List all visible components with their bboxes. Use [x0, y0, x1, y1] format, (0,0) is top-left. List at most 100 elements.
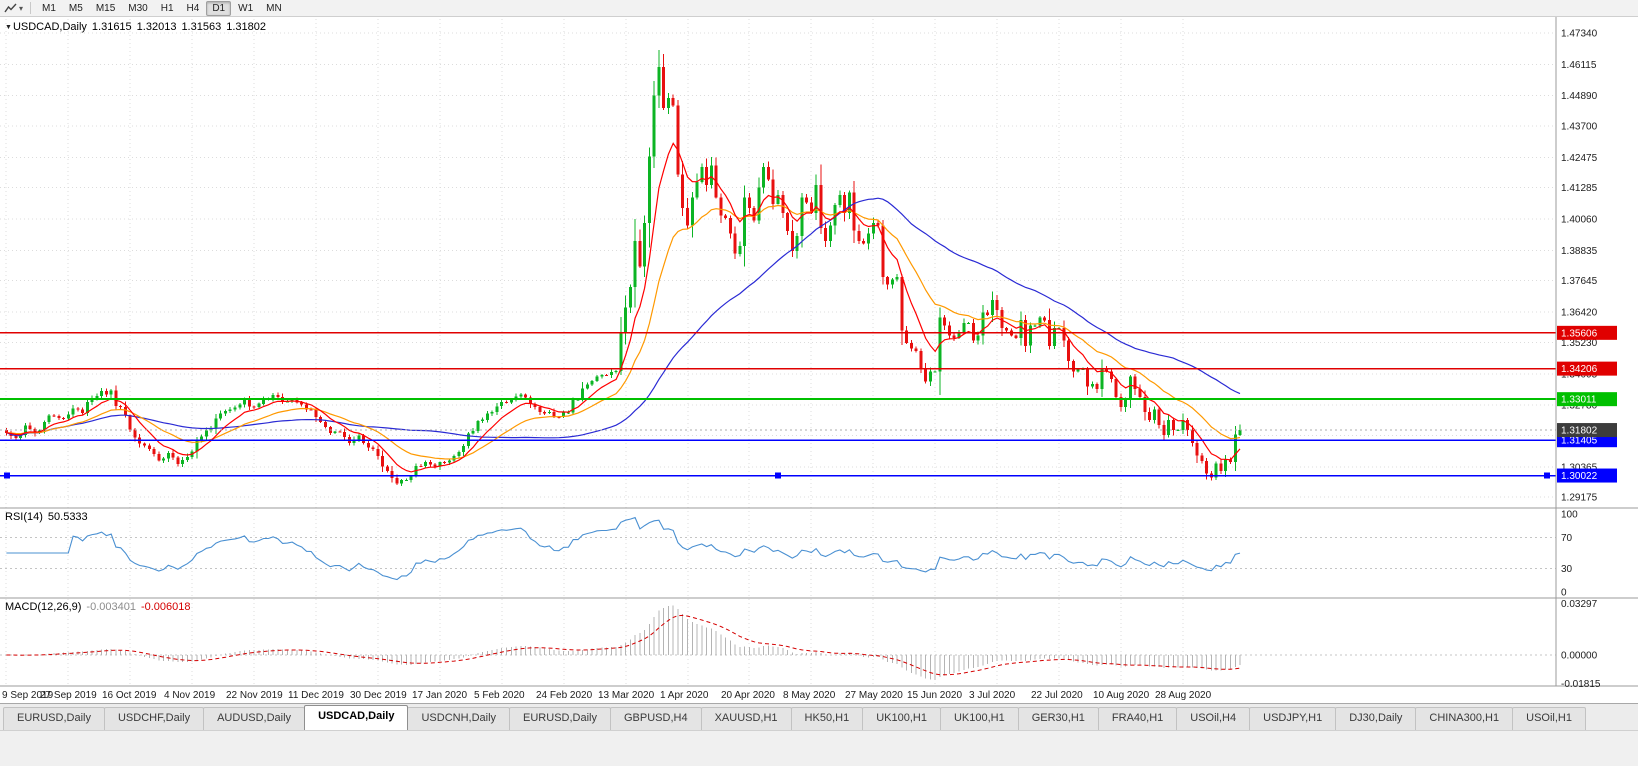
svg-text:27 May 2020: 27 May 2020 [845, 690, 903, 701]
tab-dj30-daily[interactable]: DJ30,Daily [1335, 707, 1417, 730]
svg-text:3 Jul 2020: 3 Jul 2020 [969, 690, 1016, 701]
rsi-value: 50.5333 [47, 511, 88, 523]
svg-text:0.00000: 0.00000 [1561, 651, 1598, 662]
tab-audusd-daily[interactable]: AUDUSD,Daily [203, 707, 306, 730]
tab-usoil-h4[interactable]: USOil,H4 [1176, 707, 1251, 730]
chart-ohlc-header: ▼USDCAD,Daily 1.31615 1.32013 1.31563 1.3180… [5, 21, 271, 33]
svg-text:30: 30 [1561, 564, 1573, 575]
timeframe-mn[interactable]: MN [260, 1, 288, 16]
ohlc-low: 1.31563 [181, 21, 222, 33]
svg-text:13 Mar 2020: 13 Mar 2020 [598, 690, 655, 701]
timeframe-w1[interactable]: W1 [232, 1, 259, 16]
ohlc-close: 1.31802 [226, 21, 266, 33]
timeframe-m1[interactable]: M1 [36, 1, 62, 16]
timeframe-m5[interactable]: M5 [63, 1, 89, 16]
svg-text:1.47340: 1.47340 [1561, 28, 1598, 39]
rsi-indicator-label: RSI(14) 50.5333 [5, 511, 93, 523]
svg-text:1.41285: 1.41285 [1561, 183, 1598, 194]
tab-usdchf-daily[interactable]: USDCHF,Daily [103, 707, 205, 730]
svg-text:1.31802: 1.31802 [1561, 426, 1598, 437]
svg-text:100: 100 [1561, 510, 1578, 521]
timeframe-toolbar: ▾ M1 M5 M15 M30 H1 H4 D1 W1 MN [0, 0, 1638, 17]
svg-text:8 May 2020: 8 May 2020 [783, 690, 836, 701]
ma-line-8 [6, 142, 1241, 473]
ohlc-high: 1.32013 [136, 21, 177, 33]
ma-line-50 [6, 197, 1241, 439]
tab-usdjpy-h1[interactable]: USDJPY,H1 [1249, 707, 1337, 730]
svg-text:1.33011: 1.33011 [1561, 395, 1597, 406]
hline-handle [1544, 472, 1550, 479]
svg-text:20 Apr 2020: 20 Apr 2020 [721, 690, 775, 701]
horizontal-lines-layer[interactable] [0, 332, 1556, 479]
chart-area[interactable]: 1.47340 1.46115 1.44890 1.43700 1.42475 1.412… [0, 17, 1638, 703]
symbol-marker-icon: ▼ [5, 24, 12, 31]
status-bar [0, 730, 1638, 766]
toolbar-separator [30, 2, 32, 14]
tab-ger30-h1[interactable]: GER30,H1 [1017, 707, 1099, 730]
chart-tab-bar: EURUSD,Daily USDCHF,Daily AUDUSD,Daily U… [0, 703, 1638, 730]
timeframe-h4[interactable]: H4 [181, 1, 206, 16]
svg-text:-0.01815: -0.01815 [1561, 679, 1601, 690]
svg-text:1.37645: 1.37645 [1561, 276, 1598, 287]
timeframe-d1[interactable]: D1 [206, 0, 232, 16]
tab-china300-h1[interactable]: CHINA300,H1 [1415, 707, 1514, 730]
chart-symbol: USDCAD,Daily [12, 21, 87, 33]
svg-text:1.43700: 1.43700 [1561, 122, 1598, 133]
svg-text:17 Jan 2020: 17 Jan 2020 [412, 690, 467, 701]
svg-text:27 Sep 2019: 27 Sep 2019 [40, 690, 97, 701]
svg-text:22 Jul 2020: 22 Jul 2020 [1031, 690, 1083, 701]
svg-text:1.42475: 1.42475 [1561, 153, 1598, 164]
macd-signal-value: -0.006018 [140, 601, 191, 613]
svg-text:1.30365: 1.30365 [1561, 462, 1598, 473]
svg-text:5 Feb 2020: 5 Feb 2020 [474, 690, 525, 701]
timeframe-m30[interactable]: M30 [122, 1, 153, 16]
tab-eurusd-daily[interactable]: EURUSD,Daily [3, 707, 105, 730]
svg-text:1.31405: 1.31405 [1561, 436, 1598, 447]
svg-text:1.34206: 1.34206 [1561, 364, 1598, 375]
indicator-level-lines [0, 536, 1556, 656]
svg-text:22 Nov 2019: 22 Nov 2019 [226, 690, 283, 701]
svg-text:9 Sep 2019: 9 Sep 2019 [2, 690, 54, 701]
svg-text:1.40060: 1.40060 [1561, 215, 1598, 226]
svg-text:30 Dec 2019: 30 Dec 2019 [350, 690, 407, 701]
macd-name: MACD(12,26,9) [5, 601, 82, 613]
svg-text:24 Feb 2020: 24 Feb 2020 [536, 690, 593, 701]
tab-uk100-h1-2[interactable]: UK100,H1 [939, 707, 1019, 730]
hline-handle [4, 472, 10, 479]
rsi-line [6, 516, 1241, 581]
tab-usoil-h1[interactable]: USOil,H1 [1512, 707, 1586, 730]
svg-text:15 Jun 2020: 15 Jun 2020 [907, 690, 962, 701]
svg-text:0: 0 [1561, 588, 1567, 599]
tab-usdcad-daily[interactable]: USDCAD,Daily [304, 705, 409, 730]
svg-text:1.38835: 1.38835 [1561, 246, 1598, 257]
axis-labels: 1.47340 1.46115 1.44890 1.43700 1.42475 1.412… [2, 28, 1601, 701]
macd-main-value: -0.003401 [86, 601, 136, 613]
price-badges: 1.35606 1.34206 1.33011 1.31405 1.30022 1.318… [1557, 325, 1617, 483]
tab-usdcnh-daily[interactable]: USDCNH,Daily [407, 707, 511, 730]
tab-uk100-h1[interactable]: UK100,H1 [862, 707, 941, 730]
tab-gbpusd-h4[interactable]: GBPUSD,H4 [610, 707, 702, 730]
svg-text:4 Nov 2019: 4 Nov 2019 [164, 690, 216, 701]
hline-handle [775, 472, 781, 479]
timeframe-h1[interactable]: H1 [155, 1, 180, 16]
macd-histogram [10, 605, 1241, 680]
tab-fra40-h1[interactable]: FRA40,H1 [1097, 707, 1178, 730]
tab-hk50-h1[interactable]: HK50,H1 [790, 707, 864, 730]
svg-text:1.30022: 1.30022 [1561, 471, 1598, 482]
tab-eurusd-daily-2[interactable]: EURUSD,Daily [509, 707, 611, 730]
grid-layer [0, 19, 1556, 686]
svg-text:1 Apr 2020: 1 Apr 2020 [660, 690, 709, 701]
rsi-name: RSI(14) [5, 511, 43, 523]
macd-signal-line [6, 614, 1241, 676]
price-chart-canvas[interactable]: 1.47340 1.46115 1.44890 1.43700 1.42475 1.412… [0, 17, 1638, 703]
tab-xauusd-h1[interactable]: XAUUSD,H1 [700, 707, 792, 730]
svg-text:1.35606: 1.35606 [1561, 328, 1598, 339]
candles-layer [4, 49, 1242, 487]
moving-averages-layer [6, 142, 1241, 473]
svg-text:0.03297: 0.03297 [1561, 599, 1598, 610]
svg-text:10 Aug 2020: 10 Aug 2020 [1093, 690, 1150, 701]
dropdown-caret-icon[interactable]: ▾ [19, 3, 24, 13]
timeframe-m15[interactable]: M15 [90, 1, 121, 16]
svg-text:1.36420: 1.36420 [1561, 308, 1598, 319]
chart-cursor-icon[interactable] [4, 3, 17, 14]
